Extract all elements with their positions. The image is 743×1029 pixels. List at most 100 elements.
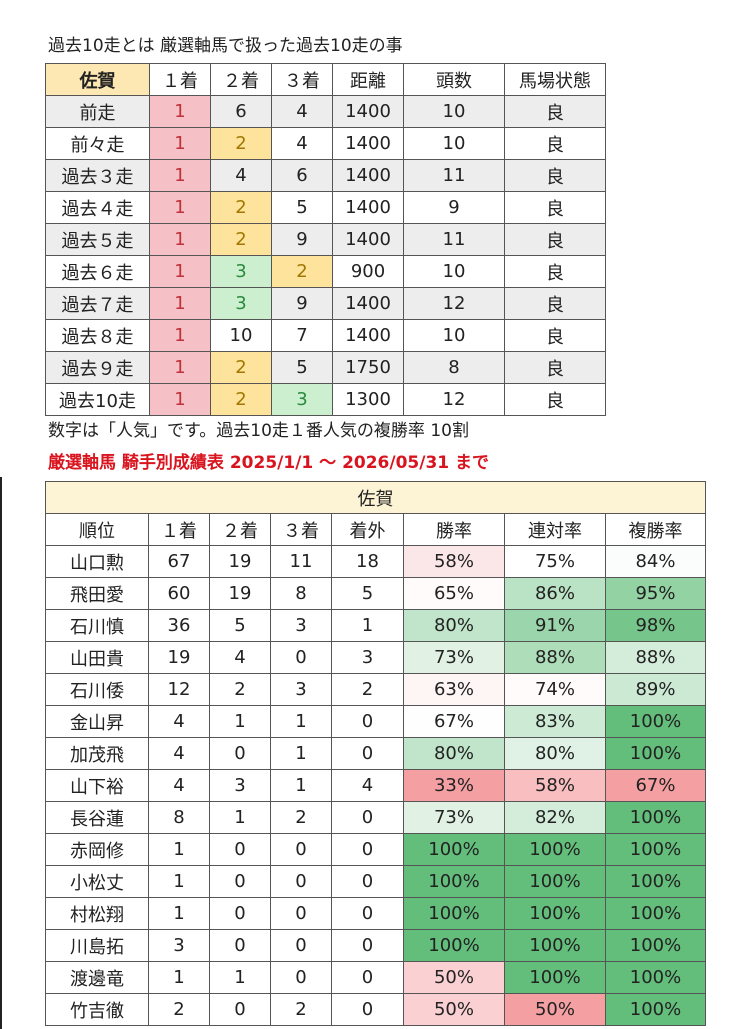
quinella-rate: 75%: [504, 545, 606, 578]
first-count: 12: [148, 673, 210, 706]
second-place-popularity: 2: [210, 223, 272, 256]
third-place-popularity: 9: [271, 223, 333, 256]
out-of-place-count: 0: [331, 897, 404, 930]
win-rate: 100%: [403, 833, 505, 866]
second-count: 0: [209, 897, 271, 930]
third-count: 2: [270, 801, 332, 834]
win-rate: 73%: [403, 641, 505, 674]
first-count: 4: [148, 705, 210, 738]
second-count: 5: [209, 609, 271, 642]
third-count: 0: [270, 929, 332, 962]
third-count: 1: [270, 705, 332, 738]
distance: 1300: [332, 383, 404, 416]
out-of-place-count: 0: [331, 993, 404, 1026]
first-count: 1: [148, 833, 210, 866]
table2-header-row: 順位 １着 ２着 ３着 着外 勝率 連対率 複勝率: [45, 513, 706, 546]
third-count: 0: [270, 833, 332, 866]
table2-header-cell: 着外: [331, 513, 404, 546]
table-row: 過去３走 1 4 6 1400 11 良: [45, 159, 606, 192]
second-count: 1: [209, 705, 271, 738]
first-count: 67: [148, 545, 210, 578]
race-label: 過去６走: [45, 255, 150, 288]
first-count: 8: [148, 801, 210, 834]
win-rate: 80%: [403, 737, 505, 770]
first-count: 19: [148, 641, 210, 674]
table-row: 山口勲 67 19 11 18 58% 75% 84%: [45, 545, 706, 578]
table1-header-cell: ２着: [210, 63, 272, 96]
out-of-place-count: 0: [331, 705, 404, 738]
second-count: 3: [209, 769, 271, 802]
second-place-popularity: 6: [210, 95, 272, 128]
first-place-popularity: 1: [149, 95, 211, 128]
third-place-popularity: 7: [271, 319, 333, 352]
out-of-place-count: 2: [331, 673, 404, 706]
table-row: 小松丈 1 0 0 0 100% 100% 100%: [45, 865, 706, 898]
track-condition: 良: [504, 255, 606, 288]
track-condition: 良: [504, 191, 606, 224]
second-place-popularity: 3: [210, 287, 272, 320]
table-row: 石川倭 12 2 3 2 63% 74% 89%: [45, 673, 706, 706]
quinella-rate: 100%: [504, 897, 606, 930]
distance: 1400: [332, 319, 404, 352]
table-row: 渡邊竜 1 1 0 0 50% 100% 100%: [45, 961, 706, 994]
table-row: 山下裕 4 3 1 4 33% 58% 67%: [45, 769, 706, 802]
jockey-name: 加茂飛: [45, 737, 149, 770]
third-count: 0: [270, 897, 332, 930]
third-count: 1: [270, 769, 332, 802]
first-count: 60: [148, 577, 210, 610]
show-rate: 100%: [605, 929, 706, 962]
second-count: 19: [209, 545, 271, 578]
table2-header-cell: 勝率: [403, 513, 505, 546]
out-of-place-count: 5: [331, 577, 404, 610]
show-rate: 100%: [605, 801, 706, 834]
table2-header-cell: 複勝率: [605, 513, 706, 546]
jockey-name: 山口勲: [45, 545, 149, 578]
win-rate: 65%: [403, 577, 505, 610]
quinella-rate: 91%: [504, 609, 606, 642]
table1-caption: 過去10走とは 厳選軸馬で扱った過去10走の事: [48, 36, 403, 56]
out-of-place-count: 0: [331, 833, 404, 866]
track-condition: 良: [504, 223, 606, 256]
second-count: 4: [209, 641, 271, 674]
table1-header-cell: 頭数: [403, 63, 505, 96]
field-size: 10: [403, 95, 505, 128]
first-count: 36: [148, 609, 210, 642]
table-row: 村松翔 1 0 0 0 100% 100% 100%: [45, 897, 706, 930]
table-row: 長谷蓮 8 1 2 0 73% 82% 100%: [45, 801, 706, 834]
third-count: 2: [270, 993, 332, 1026]
quinella-rate: 74%: [504, 673, 606, 706]
jockey-name: 長谷蓮: [45, 801, 149, 834]
first-count: 2: [148, 993, 210, 1026]
first-count: 3: [148, 929, 210, 962]
first-count: 1: [148, 865, 210, 898]
show-rate: 100%: [605, 737, 706, 770]
first-count: 4: [148, 737, 210, 770]
field-size: 9: [403, 191, 505, 224]
table-row: 過去４走 1 2 5 1400 9 良: [45, 191, 606, 224]
third-count: 0: [270, 641, 332, 674]
table-row: 赤岡修 1 0 0 0 100% 100% 100%: [45, 833, 706, 866]
second-place-popularity: 4: [210, 159, 272, 192]
table-row: 過去６走 1 3 2 900 10 良: [45, 255, 606, 288]
show-rate: 98%: [605, 609, 706, 642]
race-label: 前走: [45, 95, 150, 128]
table1-header-cell: １着: [149, 63, 211, 96]
field-size: 10: [403, 127, 505, 160]
distance: 1400: [332, 223, 404, 256]
third-count: 3: [270, 609, 332, 642]
win-rate: 50%: [403, 993, 505, 1026]
second-place-popularity: 10: [210, 319, 272, 352]
distance: 1400: [332, 287, 404, 320]
show-rate: 95%: [605, 577, 706, 610]
first-place-popularity: 1: [149, 223, 211, 256]
jockey-name: 石川倭: [45, 673, 149, 706]
out-of-place-count: 18: [331, 545, 404, 578]
race-label: 過去３走: [45, 159, 150, 192]
table-row: 川島拓 3 0 0 0 100% 100% 100%: [45, 929, 706, 962]
third-count: 8: [270, 577, 332, 610]
win-rate: 33%: [403, 769, 505, 802]
quinella-rate: 88%: [504, 641, 606, 674]
race-label: 過去９走: [45, 351, 150, 384]
left-border-line: [0, 477, 2, 1029]
field-size: 8: [403, 351, 505, 384]
